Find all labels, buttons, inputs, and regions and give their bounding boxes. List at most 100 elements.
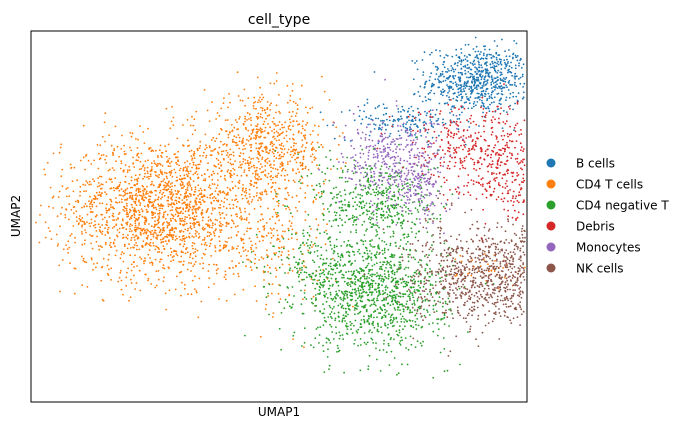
data-point <box>183 260 185 263</box>
data-point <box>434 113 437 116</box>
data-point <box>354 260 356 262</box>
data-point <box>284 205 286 208</box>
data-point <box>47 227 50 229</box>
data-point <box>154 229 156 232</box>
data-point <box>371 284 374 287</box>
data-point <box>98 184 101 187</box>
data-point <box>236 121 238 123</box>
data-point <box>262 257 265 260</box>
data-point <box>269 143 272 146</box>
data-point <box>171 206 174 208</box>
data-point <box>231 260 234 262</box>
data-point <box>315 184 318 187</box>
data-point <box>514 81 516 84</box>
data-point <box>172 202 175 205</box>
data-point <box>469 86 472 88</box>
data-point <box>199 145 202 147</box>
data-point <box>169 209 172 212</box>
data-point <box>430 124 433 127</box>
data-point <box>44 221 47 224</box>
data-point <box>184 161 186 164</box>
data-point <box>228 154 231 156</box>
data-point <box>171 238 174 241</box>
data-point <box>184 218 186 221</box>
data-point <box>490 81 493 84</box>
data-point <box>67 252 70 254</box>
data-point <box>378 126 380 129</box>
data-point <box>298 171 301 174</box>
data-point <box>339 303 342 305</box>
data-point <box>233 169 236 171</box>
data-point <box>240 193 243 196</box>
data-point <box>108 208 111 211</box>
data-point <box>242 288 245 291</box>
data-point <box>346 282 348 285</box>
data-point <box>250 137 253 140</box>
data-point <box>302 134 305 137</box>
data-point <box>214 246 217 249</box>
data-point <box>112 187 115 189</box>
data-point <box>315 198 317 201</box>
data-point <box>211 197 214 200</box>
data-point <box>295 194 298 197</box>
data-point <box>271 151 274 153</box>
data-point <box>393 290 396 293</box>
data-point <box>358 294 361 297</box>
data-point <box>460 68 463 70</box>
data-point <box>433 299 436 302</box>
data-point <box>292 168 294 171</box>
data-point <box>490 87 493 89</box>
data-point <box>501 38 503 41</box>
data-point <box>397 306 399 308</box>
data-point <box>60 143 63 146</box>
data-point <box>404 293 407 296</box>
data-point <box>512 52 515 55</box>
data-point <box>349 283 351 286</box>
data-point <box>128 225 131 228</box>
data-point <box>260 193 262 196</box>
data-point <box>65 188 68 190</box>
data-point <box>226 186 229 189</box>
data-point <box>415 270 418 272</box>
data-point <box>245 217 248 219</box>
data-point <box>108 237 111 239</box>
data-point <box>182 245 185 248</box>
data-point <box>238 136 241 139</box>
data-point <box>431 244 433 247</box>
data-point <box>186 175 189 178</box>
data-point <box>198 201 201 204</box>
data-point <box>269 175 272 178</box>
data-point <box>420 344 423 347</box>
data-point <box>342 314 345 317</box>
data-point <box>320 143 323 146</box>
data-point <box>379 261 382 264</box>
data-point <box>100 183 103 186</box>
data-point <box>323 208 325 211</box>
data-point <box>467 43 470 46</box>
data-point <box>191 213 194 215</box>
data-point <box>295 261 297 264</box>
data-point <box>176 254 179 257</box>
data-point <box>199 263 202 265</box>
data-point <box>153 200 156 203</box>
data-point <box>319 326 322 328</box>
data-point <box>457 91 460 94</box>
data-point <box>303 289 306 292</box>
data-point <box>423 51 426 54</box>
data-point <box>208 120 211 122</box>
data-point <box>76 220 78 223</box>
data-point <box>254 101 257 103</box>
data-point <box>192 163 195 166</box>
data-point <box>480 70 483 72</box>
data-point <box>409 134 411 137</box>
data-point <box>229 131 231 134</box>
data-point <box>88 180 91 183</box>
data-point <box>203 237 206 239</box>
data-point <box>274 137 276 140</box>
data-point <box>223 244 225 247</box>
data-point <box>172 217 174 220</box>
data-point <box>162 226 165 229</box>
data-point <box>341 176 343 179</box>
data-point <box>383 192 386 195</box>
data-point <box>300 150 303 153</box>
